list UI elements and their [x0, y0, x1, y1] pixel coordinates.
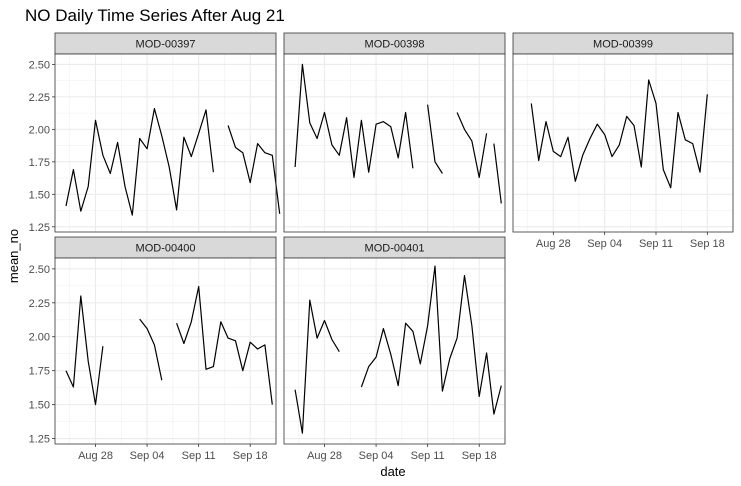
facet-mod-00400: MOD-00400 1.25 1.50 1.75 2.00 2.25 2.50 Aug 28 S…	[29, 236, 277, 462]
series-line	[294, 63, 414, 178]
series-line	[65, 107, 214, 216]
panel-border	[54, 257, 277, 445]
x-tick-label: Sep 04	[587, 238, 622, 250]
y-tick-label: 1.75	[29, 366, 50, 378]
panel-background	[55, 258, 276, 444]
facet-mod-00401: MOD-00401 Aug 28 Sep 04 Sep 11 Sep 18	[283, 236, 506, 462]
x-tick-label: Sep 11	[411, 450, 445, 462]
facet-strip-label: MOD-00398	[365, 39, 425, 51]
facet-panels: MOD-003971.251.501.752.002.252.50MOD-003…	[29, 32, 734, 462]
y-tick-label: 2.50	[29, 264, 50, 276]
series-line	[493, 143, 502, 204]
series-line	[427, 104, 443, 174]
panel-background	[284, 258, 505, 444]
x-tick-label: Aug 28	[536, 238, 571, 250]
y-tick-label: 2.00	[29, 124, 50, 136]
x-tick-label: Sep 18	[233, 450, 268, 462]
x-tick-label: Sep 18	[690, 238, 725, 250]
panel-border	[283, 53, 506, 233]
y-tick-label: 1.50	[29, 400, 50, 412]
facet-strip-label: MOD-00397	[136, 39, 196, 51]
series-line	[294, 299, 340, 434]
series-line	[530, 79, 708, 189]
panel-background	[513, 54, 733, 232]
y-tick-label: 1.25	[29, 222, 50, 234]
y-tick-label: 1.25	[29, 434, 50, 446]
x-tick-label: Sep 18	[462, 450, 497, 462]
facet-strip-label: MOD-00401	[365, 243, 425, 255]
panel-border	[283, 257, 506, 445]
facet-mod-00397: MOD-00397 1.25 1.50 1.75 2.00 2.25 2.50	[29, 32, 281, 234]
x-axis-title: date	[380, 464, 405, 479]
x-tick-label: Aug 28	[307, 450, 342, 462]
series-line	[360, 265, 502, 415]
series-line	[227, 125, 281, 214]
panel-border	[54, 53, 277, 233]
facet-mod-00398: MOD-00398	[283, 32, 506, 233]
panel-background	[55, 54, 276, 232]
facet-strip-label: MOD-00400	[136, 243, 196, 255]
y-tick-label: 1.50	[29, 189, 50, 201]
y-axis-title: mean_no	[6, 229, 21, 283]
facet-strip-label: MOD-00399	[593, 39, 653, 51]
series-line	[456, 112, 488, 178]
facet-mod-00399: MOD-00399 Aug 28 Sep 04 Sep 11 Sep 18	[512, 32, 734, 250]
x-tick-label: Sep 11	[639, 238, 673, 250]
series-line	[65, 295, 104, 406]
y-tick-label: 2.25	[29, 92, 50, 104]
y-tick-label: 1.75	[29, 157, 50, 169]
panel-border	[512, 53, 734, 233]
series-line	[139, 318, 163, 381]
x-tick-label: Sep 11	[182, 450, 216, 462]
chart-title: NO Daily Time Series After Aug 21	[25, 6, 285, 25]
y-tick-label: 2.50	[29, 59, 50, 71]
x-tick-label: Sep 04	[130, 450, 165, 462]
x-tick-label: Sep 04	[359, 450, 394, 462]
y-tick-label: 2.00	[29, 332, 50, 344]
series-line	[176, 285, 273, 405]
x-tick-label: Aug 28	[78, 450, 113, 462]
y-tick-label: 2.25	[29, 298, 50, 310]
